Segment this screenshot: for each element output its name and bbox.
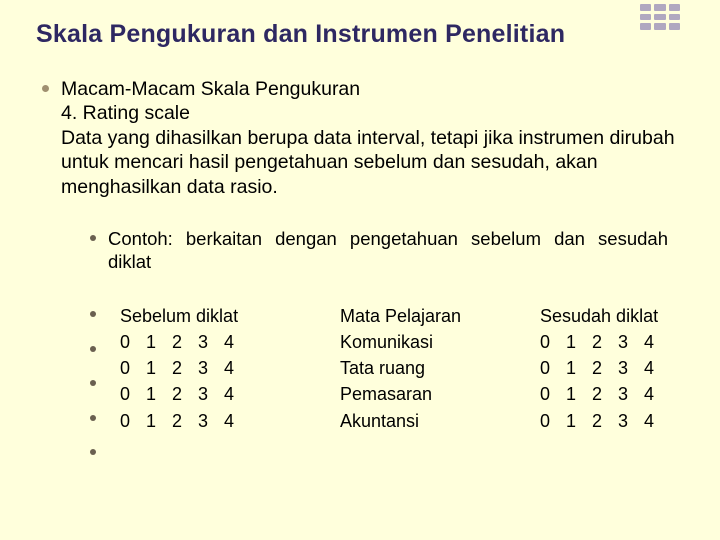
slide-title: Skala Pengukuran dan Instrumen Penelitia… [36, 20, 684, 49]
bullet-icon [42, 85, 49, 92]
subject: Akuntansi [340, 408, 540, 434]
bullet-icon [90, 380, 96, 386]
scale-row: 01234 [540, 408, 684, 434]
example-row: Contoh: berkaitan dengan pengetahuan seb… [90, 227, 684, 273]
scale-row: 01234 [540, 355, 684, 381]
subject: Komunikasi [340, 329, 540, 355]
main-text-block: Macam-Macam Skala Pengukuran 4. Rating s… [61, 77, 684, 199]
scale-row: 01234 [540, 329, 684, 355]
slide: Skala Pengukuran dan Instrumen Penelitia… [0, 0, 720, 540]
scale-row: 01234 [540, 381, 684, 407]
col-header: Sebelum diklat [120, 303, 340, 329]
bullet-icon [90, 346, 96, 352]
scale-row: 01234 [120, 408, 340, 434]
scale-row: 01234 [120, 355, 340, 381]
bullet-icon [90, 235, 96, 241]
bullet-icon [90, 415, 96, 421]
example-text: Contoh: berkaitan dengan pengetahuan seb… [108, 227, 668, 273]
col-after: Sesudah diklat 01234 01234 01234 01234 [540, 303, 684, 476]
subject: Pemasaran [340, 381, 540, 407]
subject: Tata ruang [340, 355, 540, 381]
main-heading: Macam-Macam Skala Pengukuran [61, 77, 684, 101]
col-header: Mata Pelajaran [340, 303, 540, 329]
col-before: Sebelum diklat 01234 01234 01234 01234 [120, 303, 340, 476]
col-header: Sesudah diklat [540, 303, 684, 329]
scale-row: 01234 [120, 381, 340, 407]
main-bullet-row: Macam-Macam Skala Pengukuran 4. Rating s… [42, 77, 684, 199]
corner-decoration [640, 0, 680, 34]
main-description: Data yang dihasilkan berupa data interva… [61, 126, 684, 199]
col-subject: Mata Pelajaran Komunikasi Tata ruang Pem… [340, 303, 540, 476]
rating-table: Sebelum diklat 01234 01234 01234 01234 M… [90, 303, 684, 476]
bullet-icon [90, 449, 96, 455]
sub-content: Contoh: berkaitan dengan pengetahuan seb… [90, 227, 684, 273]
table-columns: Sebelum diklat 01234 01234 01234 01234 M… [120, 303, 684, 476]
row-bullets [90, 303, 108, 476]
scale-row: 01234 [120, 329, 340, 355]
main-subheading: 4. Rating scale [61, 101, 684, 125]
bullet-icon [90, 311, 96, 317]
